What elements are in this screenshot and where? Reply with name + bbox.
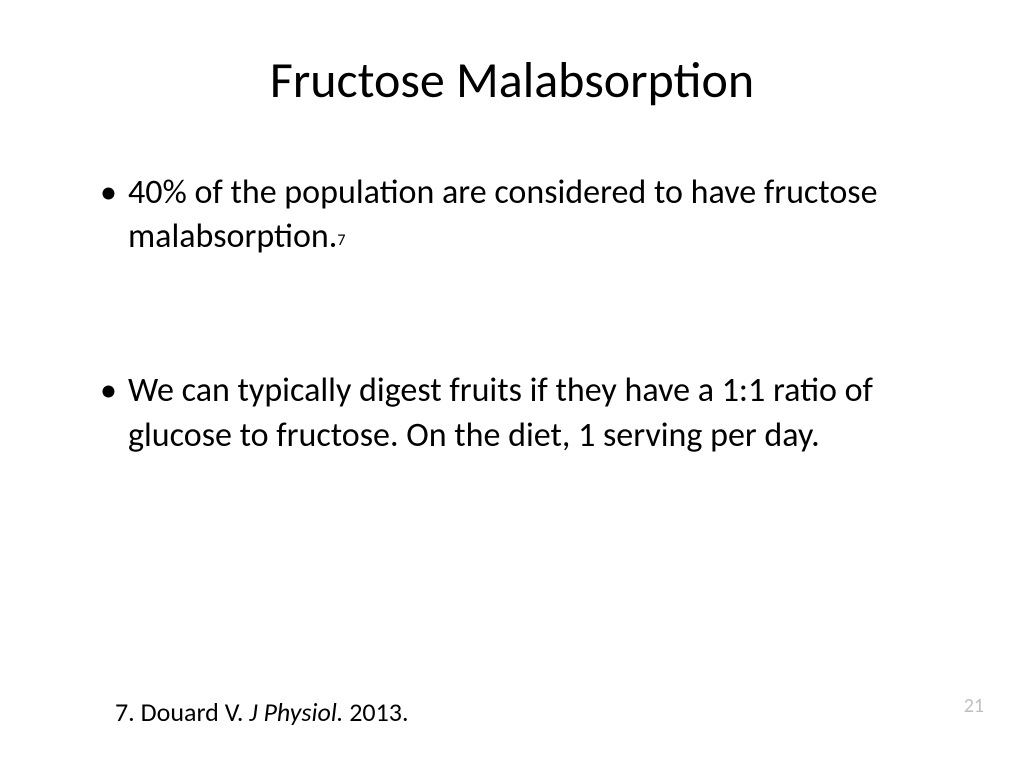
reference-citation: 7. Douard V. J Physiol. 2013. (115, 696, 409, 728)
page-number: 21 (964, 694, 984, 718)
bullet-item: 40% of the population are considered to … (100, 171, 954, 259)
slide-title: Fructose Malabsorption (70, 50, 954, 111)
bullet-item: We can typically digest fruits if they h… (100, 369, 954, 457)
bullet-superscript: 7 (337, 231, 345, 250)
slide: Fructose Malabsorption 40% of the popula… (0, 0, 1024, 768)
reference-italic: J Physiol. (249, 696, 343, 728)
bullet-list: 40% of the population are considered to … (70, 171, 954, 458)
reference-prefix: 7. Douard V. (115, 696, 249, 728)
reference-suffix: 2013. (343, 696, 408, 728)
bullet-text: 40% of the population are considered to … (128, 172, 878, 257)
bullet-text: We can typically digest fruits if they h… (128, 370, 873, 455)
